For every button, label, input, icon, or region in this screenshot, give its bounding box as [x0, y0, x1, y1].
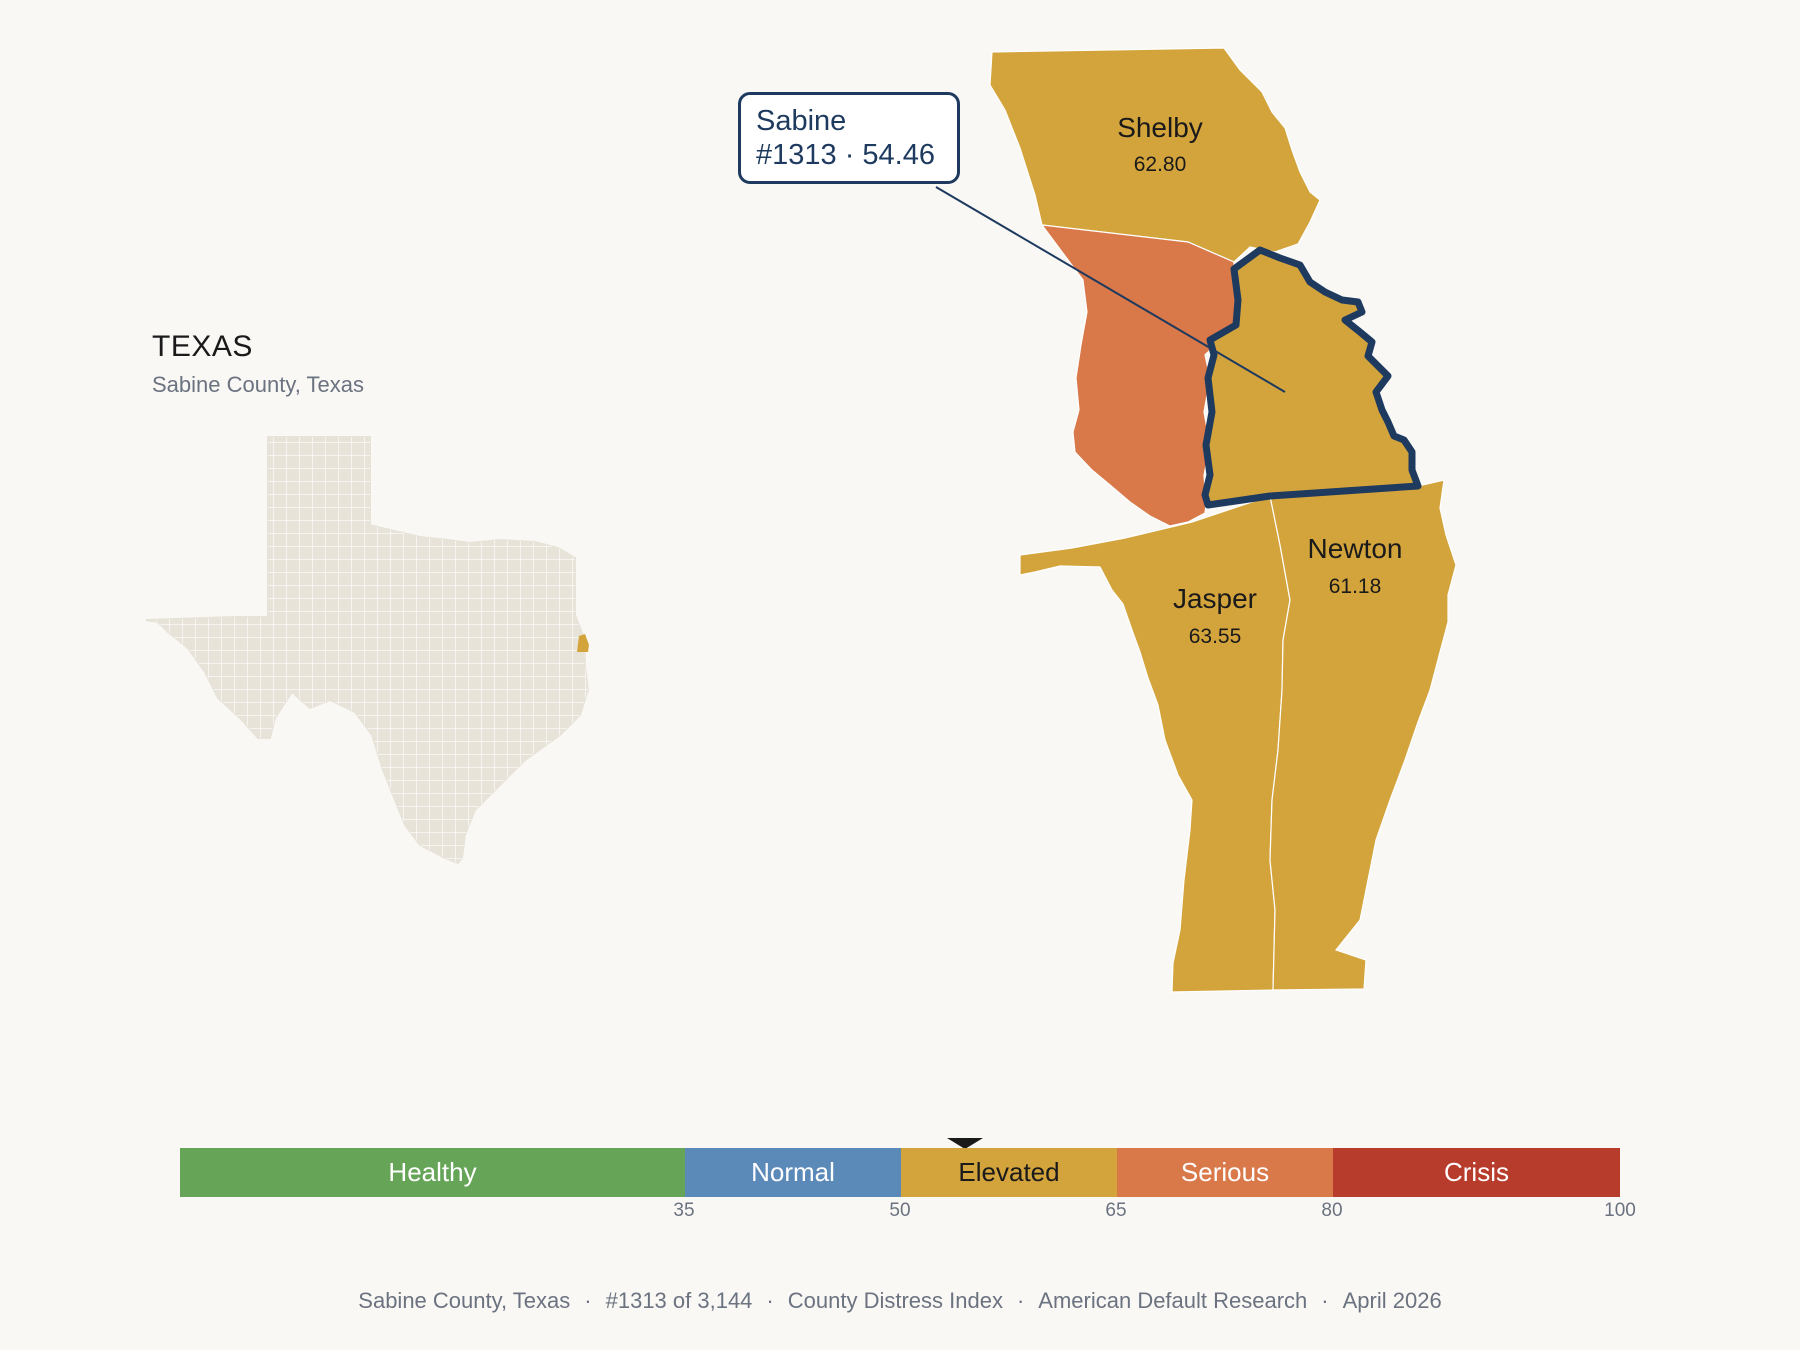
inset-state-title: TEXAS: [152, 330, 253, 363]
texas-highlight-marker: [577, 634, 589, 652]
region-map: Shelby 62.80 Jasper 63.55 Newton 61.18: [935, 47, 1457, 993]
footer-index: County Distress Index: [787, 1288, 1003, 1313]
county-score-jasper: 63.55: [1189, 625, 1242, 648]
legend-segment-serious: Serious: [1117, 1148, 1333, 1197]
callout-county-name: Sabine: [756, 105, 847, 137]
footer-separator: ·: [1016, 1288, 1025, 1313]
inset-subtitle: Sabine County, Texas: [152, 372, 364, 397]
county-score-shelby: 62.80: [1134, 153, 1187, 176]
county-label-newton: Newton: [1308, 533, 1403, 564]
legend-tick-100: 100: [1604, 1200, 1636, 1221]
legend-segment-elevated: Elevated: [901, 1148, 1117, 1197]
callout-rank-score: #1313 · 54.46: [756, 139, 935, 171]
legend-bar: Healthy Normal Elevated Serious Crisis: [180, 1148, 1620, 1197]
footer-credits: Sabine County, Texas · #1313 of 3,144 · Coun…: [0, 1288, 1800, 1314]
legend-segment-crisis: Crisis: [1333, 1148, 1620, 1197]
footer-separator: ·: [766, 1288, 774, 1313]
legend-segment-normal: Normal: [685, 1148, 901, 1197]
footer-location: Sabine County, Texas: [358, 1288, 571, 1313]
texas-inset-map: [145, 436, 590, 865]
county-san-augustine[interactable]: [1040, 224, 1237, 527]
legend-tick-80: 80: [1321, 1200, 1343, 1221]
legend-tick-35: 35: [673, 1200, 695, 1221]
county-shelby[interactable]: [989, 47, 1321, 263]
county-jasper[interactable]: [1019, 495, 1291, 993]
county-label-shelby: Shelby: [1117, 112, 1203, 143]
legend-value-marker: [947, 1138, 983, 1149]
footer-rank: #1313 of 3,144: [605, 1288, 753, 1313]
footer-separator: ·: [584, 1288, 592, 1313]
legend-tick-65: 65: [1105, 1200, 1127, 1221]
legend-tick-50: 50: [889, 1200, 911, 1221]
footer-org: American Default Research: [1038, 1288, 1308, 1313]
legend-segment-healthy: Healthy: [180, 1148, 685, 1197]
county-newton[interactable]: [1269, 479, 1457, 991]
footer-date: April 2026: [1342, 1288, 1442, 1313]
footer-separator: ·: [1321, 1288, 1329, 1313]
county-label-jasper: Jasper: [1173, 583, 1257, 614]
callout-leader-line: [935, 186, 1286, 393]
county-sabine[interactable]: [1201, 246, 1422, 509]
county-score-newton: 61.18: [1329, 575, 1382, 598]
county-callout: Sabine #1313 · 54.46: [738, 92, 960, 184]
